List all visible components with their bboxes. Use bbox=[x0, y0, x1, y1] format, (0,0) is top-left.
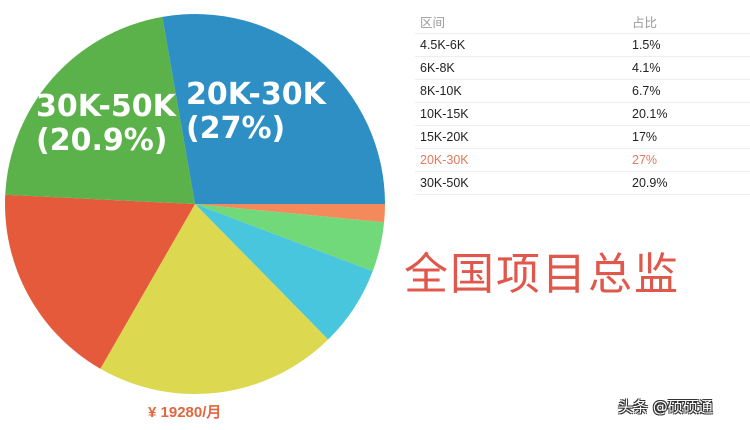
pie-chart: 30K-50K (20.9%) 20K-30K (27%) ¥ 19280/月 bbox=[4, 13, 385, 421]
cell-share: 20.9% bbox=[632, 176, 668, 190]
slice-label-percent: (27%) bbox=[186, 111, 286, 146]
cell-share: 20.1% bbox=[632, 107, 668, 121]
job-title: 全国项目总监 bbox=[404, 249, 680, 300]
slice-label-percent: (20.9%) bbox=[36, 123, 168, 158]
pie-svg bbox=[4, 13, 385, 395]
pie-slice-30k-50k bbox=[5, 16, 195, 204]
pie-slice-15k-20k bbox=[4, 194, 195, 369]
slice-label-30k-50k: 30K-50K (20.9%) bbox=[36, 90, 176, 158]
table-row: 30K-50K 20.9% bbox=[415, 172, 750, 195]
cell-share: 17% bbox=[632, 130, 658, 144]
cell-range: 6K-8K bbox=[420, 61, 455, 75]
column-header-share: 占比 bbox=[632, 16, 658, 30]
slice-label-range: 20K-30K bbox=[186, 77, 326, 112]
cell-range: 15K-20K bbox=[420, 130, 469, 144]
cell-range: 20K-30K bbox=[420, 153, 469, 167]
watermark: 头条 @硕硕通 bbox=[618, 398, 713, 416]
average-salary-label: ¥ 19280/月 bbox=[148, 404, 222, 421]
cell-share: 6.7% bbox=[632, 84, 661, 98]
pie-slice-8k-10k bbox=[195, 204, 373, 340]
table-row: 10K-15K 20.1% bbox=[415, 103, 750, 126]
pie-slice-6k-8k bbox=[195, 204, 385, 272]
cell-share: 1.5% bbox=[632, 38, 661, 52]
cell-range: 30K-50K bbox=[420, 176, 469, 190]
salary-distribution-table: 区间 占比 4.5K-6K 1.5% 6K-8K 4.1% 8K-10K 6.7… bbox=[415, 10, 750, 195]
cell-share: 4.1% bbox=[632, 61, 661, 75]
table-row: 15K-20K 17% bbox=[415, 126, 750, 149]
table-row: 4.5K-6K 1.5% bbox=[415, 34, 750, 57]
slice-label-20k-30k: 20K-30K (27%) bbox=[186, 78, 326, 146]
pie-slice-4_5k-6k bbox=[195, 204, 385, 223]
pie-slice-20k-30k bbox=[162, 13, 385, 204]
table-row: 8K-10K 6.7% bbox=[415, 80, 750, 103]
table-row: 6K-8K 4.1% bbox=[415, 57, 750, 80]
cell-range: 4.5K-6K bbox=[420, 38, 466, 52]
pie-slice-10k-15k bbox=[100, 204, 329, 395]
table-header-row: 区间 占比 bbox=[415, 10, 750, 34]
slice-label-range: 30K-50K bbox=[36, 89, 176, 124]
cell-share: 27% bbox=[632, 153, 658, 167]
column-header-range: 区间 bbox=[420, 16, 446, 30]
cell-range: 8K-10K bbox=[420, 84, 462, 98]
cell-range: 10K-15K bbox=[420, 107, 469, 121]
table-row-highlighted: 20K-30K 27% bbox=[415, 149, 750, 172]
